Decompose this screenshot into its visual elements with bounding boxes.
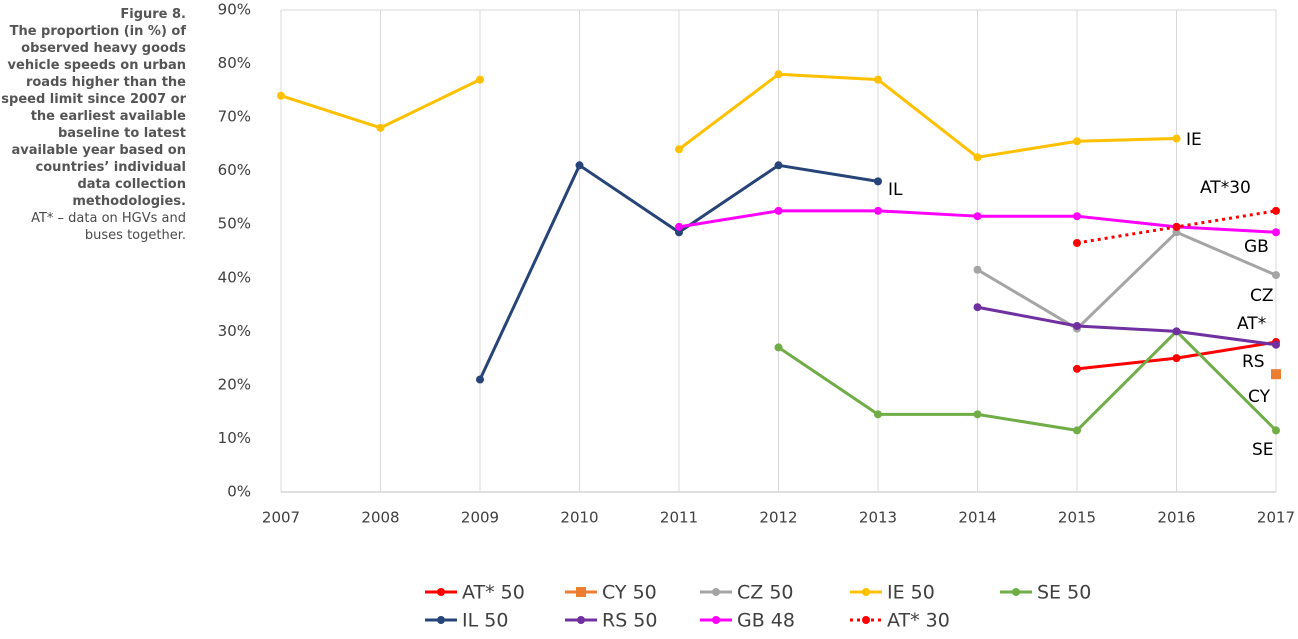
- point: [874, 410, 882, 419]
- legend-marker: [437, 588, 445, 596]
- annotation: RS: [1242, 352, 1265, 372]
- series-line: [777, 329, 1278, 432]
- point: [277, 91, 285, 100]
- point: [1172, 327, 1181, 336]
- point: [973, 153, 982, 162]
- point: [973, 265, 982, 274]
- point: [1073, 321, 1081, 330]
- point: [1073, 364, 1081, 373]
- legend-label: AT* 50: [462, 582, 525, 604]
- point: [1073, 426, 1081, 435]
- point: [1272, 426, 1280, 435]
- y-tick-label: 30%: [218, 322, 251, 340]
- legend-label: GB 48: [737, 610, 795, 632]
- point: [1073, 212, 1081, 221]
- annotation: IE: [1186, 130, 1202, 150]
- legend-label: IL 50: [462, 610, 508, 632]
- y-tick-label: 60%: [218, 161, 251, 179]
- caption: Figure 8. The proportion (in %) of obser…: [0, 6, 186, 244]
- legend-label: RS 50: [602, 610, 657, 632]
- legend-label: IE 50: [887, 582, 935, 604]
- point: [774, 161, 783, 170]
- point: [1172, 134, 1181, 143]
- point: [1073, 137, 1081, 146]
- legend-marker: [712, 588, 720, 596]
- point: [675, 145, 683, 154]
- point: [376, 123, 385, 132]
- y-tick-label: 40%: [218, 268, 251, 286]
- legend-marker: [577, 616, 585, 624]
- y-tick-label: 10%: [218, 429, 251, 447]
- annotation: SE: [1252, 440, 1274, 460]
- legend-label: SE 50: [1037, 582, 1091, 604]
- x-tick-label: 2015: [1058, 509, 1096, 527]
- point: [973, 212, 982, 221]
- point: [1073, 238, 1081, 247]
- series-line: [976, 230, 1277, 331]
- series-line: [678, 72, 1177, 159]
- point: [1272, 271, 1280, 280]
- point: [874, 177, 882, 186]
- x-tick-label: 2017: [1257, 509, 1295, 527]
- point: [1271, 369, 1281, 380]
- point: [1272, 340, 1280, 349]
- y-tick-label: 0%: [227, 483, 251, 501]
- y-tick-label: 20%: [218, 375, 251, 393]
- point: [575, 161, 584, 170]
- x-tick-label: 2007: [262, 509, 300, 527]
- point: [973, 410, 982, 419]
- point: [476, 75, 484, 84]
- annotation: GB: [1244, 237, 1269, 257]
- legend-label: CZ 50: [737, 582, 794, 604]
- figure-label: Figure 8.: [120, 7, 186, 22]
- point: [774, 70, 783, 79]
- legend-marker: [1012, 588, 1020, 596]
- x-tick-label: 2009: [461, 509, 499, 527]
- legend-marker: [437, 616, 445, 624]
- point: [476, 375, 484, 384]
- annotation: CZ: [1250, 286, 1274, 306]
- legend-marker: [576, 587, 586, 597]
- annotation: AT*: [1237, 314, 1266, 334]
- x-tick-label: 2013: [859, 509, 897, 527]
- figure-text: The proportion (in %) of observed heavy …: [1, 24, 186, 209]
- y-tick-label: 70%: [218, 108, 251, 126]
- point: [1172, 222, 1181, 231]
- x-tick-label: 2010: [560, 509, 598, 527]
- series-line: [977, 305, 1277, 347]
- annotation: IL: [888, 180, 903, 200]
- x-tick-label: 2011: [660, 509, 698, 527]
- legend-label: AT* 30: [887, 610, 950, 632]
- annotation: AT*30: [1200, 178, 1251, 198]
- point: [1272, 206, 1280, 215]
- legend-label: CY 50: [602, 582, 657, 604]
- point: [1172, 354, 1181, 363]
- legend-marker: [862, 588, 870, 596]
- y-tick-label: 50%: [218, 215, 251, 233]
- point: [774, 343, 783, 352]
- point: [874, 75, 882, 84]
- legend-marker: [712, 616, 720, 624]
- x-tick-label: 2012: [759, 509, 797, 527]
- point: [973, 303, 982, 312]
- y-tick-label: 90%: [218, 1, 251, 19]
- point: [675, 222, 683, 231]
- legend-marker: [862, 616, 870, 624]
- point: [774, 206, 783, 215]
- x-tick-label: 2014: [958, 509, 996, 527]
- point: [1272, 228, 1280, 237]
- y-tick-label: 80%: [218, 54, 251, 72]
- figure-note: AT* – data on HGVs and buses together.: [31, 211, 186, 243]
- x-tick-label: 2008: [361, 509, 399, 527]
- x-tick-label: 2016: [1157, 509, 1195, 527]
- point: [874, 206, 882, 215]
- annotation: CY: [1248, 387, 1271, 407]
